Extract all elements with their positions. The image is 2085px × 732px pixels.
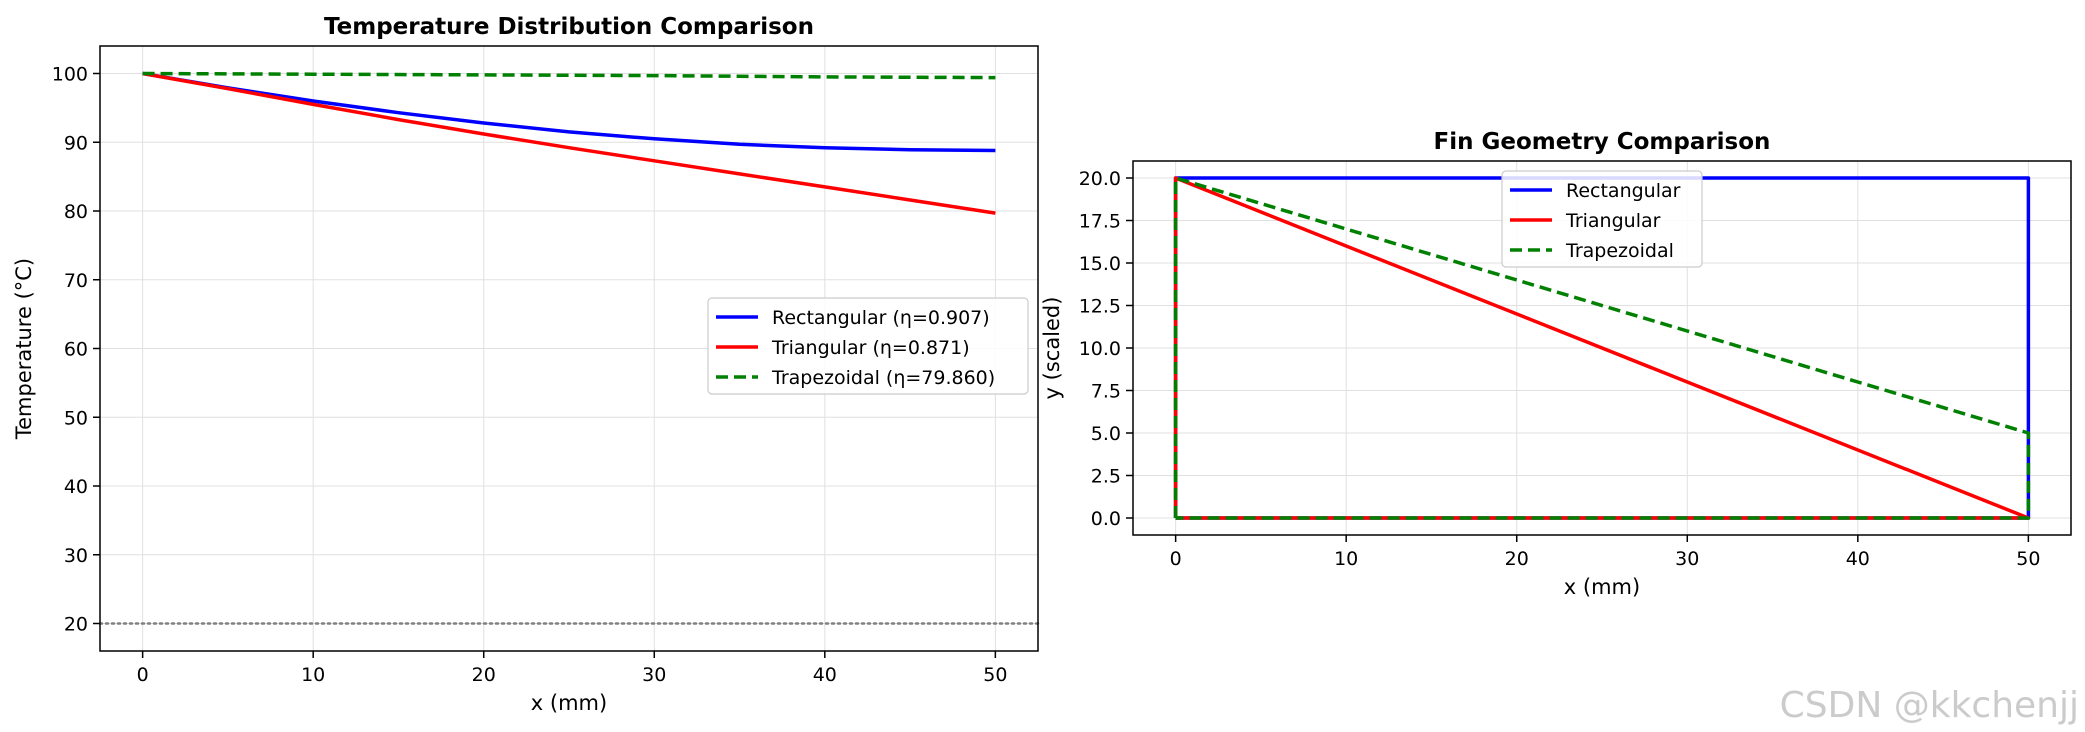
y-tick-label: 0.0	[1091, 508, 1121, 530]
legend: Rectangular Triangular Trapezoidal	[1501, 170, 1703, 268]
x-tick-label: 0	[1170, 548, 1182, 570]
x-tick-label: 10	[1334, 548, 1358, 570]
x-tick-label: 20	[1505, 548, 1529, 570]
y-tick-label: 100	[52, 64, 88, 86]
series-line-1	[142, 71, 996, 153]
y-tick-label: 90	[64, 132, 88, 154]
series-line-3	[1173, 176, 2031, 520]
legend-label-3: Trapezoidal	[1565, 240, 1674, 262]
x-tick-label: 20	[472, 664, 496, 686]
series-line-2	[142, 71, 996, 215]
x-tick-label: 40	[1846, 548, 1870, 570]
legend-label-3: Trapezoidal (η=79.860)	[771, 367, 995, 389]
y-axis-label: Temperature (°C)	[12, 258, 36, 440]
y-tick-label: 60	[64, 339, 88, 361]
legend-label-2: Triangular (η=0.871)	[771, 337, 970, 359]
y-tick-label: 15.0	[1079, 253, 1121, 275]
y-tick-label: 5.0	[1091, 423, 1121, 445]
chart-2: 0 10 20 30 40 50 0.0 2.5 5.0 7.5 10.0 12.5 15.0 17.5 2…	[1040, 129, 2072, 599]
y-tick-label: 80	[64, 201, 88, 223]
x-tick-label: 40	[813, 664, 837, 686]
legend: Rectangular (η=0.907) Triangular (η=0.871…	[707, 297, 1029, 395]
x-axis-label: x (mm)	[1564, 575, 1640, 599]
y-tick-label: 20.0	[1079, 168, 1121, 190]
watermark: CSDN @kkchenjj	[1779, 685, 2079, 726]
y-tick-label: 30	[64, 545, 88, 567]
y-tick-label: 70	[64, 270, 88, 292]
x-tick-label: 50	[2016, 548, 2040, 570]
y-tick-label: 12.5	[1079, 296, 1121, 318]
y-tick-label: 50	[64, 407, 88, 429]
x-tick-label: 10	[301, 664, 325, 686]
y-axis-label: y (scaled)	[1040, 297, 1064, 400]
y-tick-label: 10.0	[1079, 338, 1121, 360]
y-tick-label: 17.5	[1079, 211, 1121, 233]
legend-label-2: Triangular	[1565, 210, 1661, 232]
x-tick-label: 50	[983, 664, 1007, 686]
y-tick-label: 40	[64, 476, 88, 498]
legend-box	[707, 297, 1029, 395]
y-tick-label: 7.5	[1091, 381, 1121, 403]
chart-title: Temperature Distribution Comparison	[324, 14, 814, 40]
y-tick-label: 2.5	[1091, 466, 1121, 488]
legend-label-1: Rectangular	[1566, 180, 1681, 202]
x-axis-label: x (mm)	[531, 691, 607, 715]
series-line-3	[142, 71, 996, 80]
legend-box	[1501, 170, 1703, 268]
chart-title: Fin Geometry Comparison	[1434, 129, 1771, 155]
y-tick-label: 20	[64, 614, 88, 636]
legend-label-1: Rectangular (η=0.907)	[772, 307, 990, 329]
x-tick-label: 30	[1675, 548, 1699, 570]
chart-1: 0 10 20 30 40 50 20 30 40 50 60 70 80 90 100 Temperatur…	[12, 14, 1040, 715]
x-tick-label: 30	[642, 664, 666, 686]
x-tick-label: 0	[137, 664, 149, 686]
